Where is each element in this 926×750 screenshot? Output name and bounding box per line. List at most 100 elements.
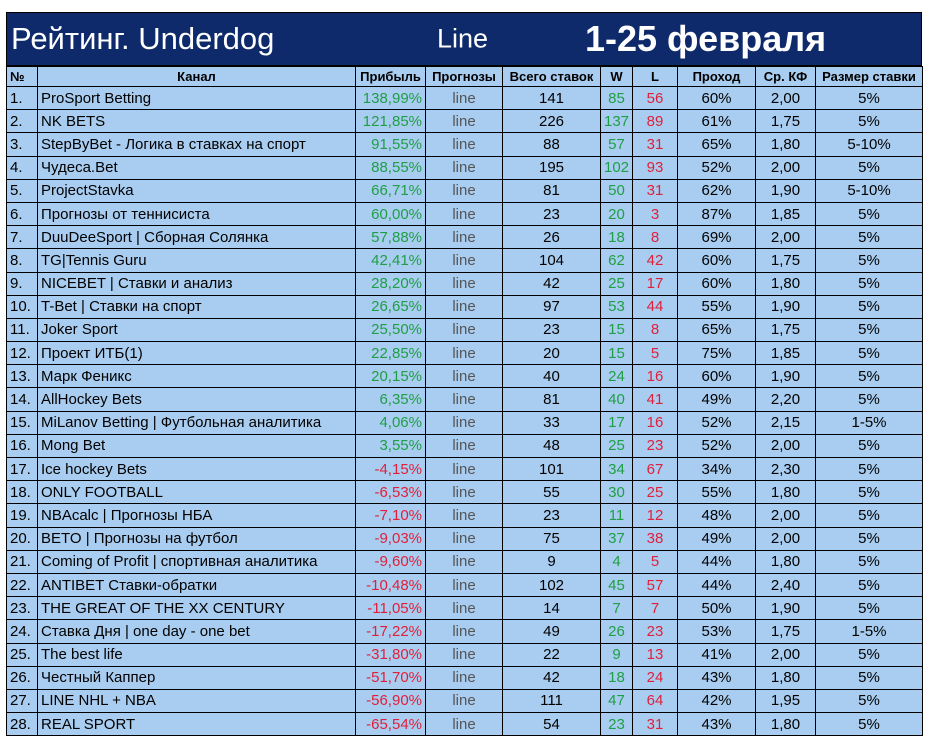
profit: 66,71%	[355, 178, 426, 203]
profit: 28,20%	[355, 271, 426, 296]
table-row: 16. Mong Bet 3,55% line 48 25 23 52% 2,00 5%	[6, 433, 923, 459]
pass-rate: 65%	[677, 132, 756, 157]
wins: 18	[600, 665, 633, 690]
losses: 56	[632, 85, 678, 111]
channel: Mong Bet	[37, 433, 356, 459]
forecast-type: line	[425, 688, 503, 714]
total-bets: 54	[502, 712, 601, 737]
profit: -11,05%	[355, 596, 426, 621]
total-bets: 14	[502, 596, 601, 621]
total-bets: 42	[502, 271, 601, 296]
profit: -65,54%	[355, 712, 426, 737]
pass-rate: 43%	[677, 712, 756, 737]
wins: 85	[600, 85, 633, 111]
profit: -10,48%	[355, 572, 426, 598]
rank: 15.	[6, 410, 38, 435]
losses: 12	[632, 503, 678, 528]
channel: THE GREAT OF THE XX CENTURY	[37, 596, 356, 621]
wins: 15	[600, 341, 633, 366]
total-bets: 81	[502, 178, 601, 203]
rank: 13.	[6, 364, 38, 389]
losses: 67	[632, 456, 678, 482]
forecast-type: line	[425, 642, 503, 667]
avg-odds: 1,85	[755, 201, 816, 227]
channel: Чудеса.Bet	[37, 155, 356, 180]
pass-rate: 52%	[677, 410, 756, 435]
total-bets: 104	[502, 248, 601, 273]
avg-odds: 1,80	[755, 665, 816, 690]
channel: ONLY FOOTBALL	[37, 480, 356, 505]
rank: 24.	[6, 619, 38, 644]
forecast-type: line	[425, 712, 503, 737]
stake-size: 5%	[815, 341, 923, 366]
table-row: 1. ProSport Betting 138,99% line 141 85 56 60% 2…	[6, 85, 923, 111]
pass-rate: 75%	[677, 341, 756, 366]
profit: -6,53%	[355, 480, 426, 505]
channel: NK BETS	[37, 109, 356, 134]
forecast-type: line	[425, 109, 503, 134]
total-bets: 88	[502, 132, 601, 157]
pass-rate: 49%	[677, 387, 756, 412]
losses: 25	[632, 480, 678, 505]
table-row: 24. Ставка Дня | one day - one bet -17,22%…	[6, 619, 923, 644]
rank: 7.	[6, 225, 38, 250]
stake-size: 5%	[815, 109, 923, 134]
rank: 3.	[6, 132, 38, 157]
wins: 45	[600, 572, 633, 598]
total-bets: 55	[502, 480, 601, 505]
total-bets: 20	[502, 341, 601, 366]
forecast-type: line	[425, 572, 503, 598]
rank: 27.	[6, 688, 38, 714]
total-bets: 195	[502, 155, 601, 180]
avg-odds: 1,90	[755, 294, 816, 319]
stake-size: 5%	[815, 433, 923, 459]
rank: 21.	[6, 549, 38, 574]
pass-rate: 42%	[677, 688, 756, 714]
pass-rate: 34%	[677, 456, 756, 482]
forecast-type: line	[425, 433, 503, 459]
wins: 17	[600, 410, 633, 435]
avg-odds: 2,00	[755, 155, 816, 180]
channel: StepByBet - Логика в ставках на спорт	[37, 132, 356, 157]
avg-odds: 1,80	[755, 712, 816, 737]
stake-size: 5%	[815, 387, 923, 412]
forecast-type: line	[425, 85, 503, 111]
losses: 64	[632, 688, 678, 714]
table-row: 8. TG|Tennis Guru 42,41% line 104 62 42 60% 1,75…	[6, 248, 923, 273]
forecast-type: line	[425, 619, 503, 644]
table-row: 22. ANTIBET Ставки-обратки -10,48% line 102 4…	[6, 572, 923, 598]
table-row: 6. Прогнозы от теннисиста 60,00% line 23 20 3 8…	[6, 201, 923, 227]
pass-rate: 43%	[677, 665, 756, 690]
profit: -31,80%	[355, 642, 426, 667]
pass-rate: 48%	[677, 503, 756, 528]
rank: 1.	[6, 85, 38, 111]
wins: 26	[600, 619, 633, 644]
rank: 9.	[6, 271, 38, 296]
stake-size: 5%	[815, 155, 923, 180]
profit: 22,85%	[355, 341, 426, 366]
total-bets: 141	[502, 85, 601, 111]
rating-sheet: Рейтинг. Underdog Line 1-25 февраля № Кан…	[6, 12, 923, 737]
column-header: Канал	[37, 66, 356, 87]
pass-rate: 55%	[677, 294, 756, 319]
channel: ProjectStavka	[37, 178, 356, 203]
channel: NICEBET | Ставки и анализ	[37, 271, 356, 296]
forecast-type: line	[425, 271, 503, 296]
avg-odds: 2,00	[755, 225, 816, 250]
column-header: Всего ставок	[502, 66, 601, 87]
stake-size: 5%	[815, 456, 923, 482]
total-bets: 111	[502, 688, 601, 714]
profit: 26,65%	[355, 294, 426, 319]
losses: 38	[632, 526, 678, 551]
avg-odds: 1,75	[755, 619, 816, 644]
pass-rate: 44%	[677, 572, 756, 598]
forecast-type: line	[425, 225, 503, 250]
channel: Проект ИТБ(1)	[37, 341, 356, 366]
stake-size: 5%	[815, 225, 923, 250]
rank: 2.	[6, 109, 38, 134]
total-bets: 49	[502, 619, 601, 644]
column-header: Ср. КФ	[755, 66, 816, 87]
losses: 23	[632, 433, 678, 459]
channel: Coming of Profit | спортивная аналитика	[37, 549, 356, 574]
